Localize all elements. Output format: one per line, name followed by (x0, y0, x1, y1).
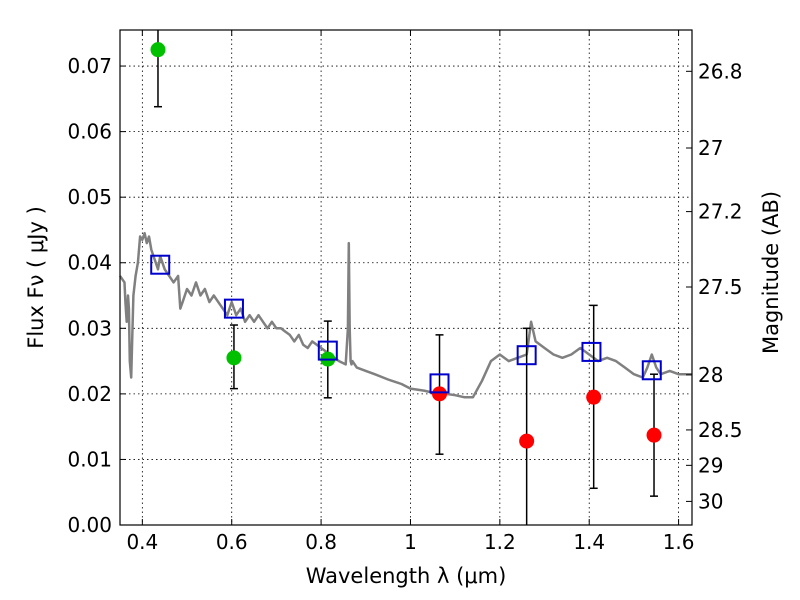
right-tick-label: 27.2 (698, 200, 743, 224)
data-point (432, 386, 448, 402)
right-tick-label: 26.8 (698, 59, 743, 83)
y-tick-label: 0.07 (67, 54, 112, 78)
data-point (586, 389, 602, 405)
x-tick-label: 1.6 (663, 530, 695, 554)
right-tick-label: 27.5 (698, 275, 743, 299)
y-tick-label: 0.04 (67, 251, 112, 275)
ticks-layer: 0.4 0.6 0.8 1 1.2 1.4 1.6 0.00 0.01 0.02 0.03 0.04 0… (67, 30, 743, 554)
model-point (581, 341, 602, 362)
model-point (223, 298, 244, 319)
right-tick-label: 30 (698, 489, 723, 513)
right-tick-label: 28 (698, 363, 723, 387)
errorbar-layer (153, 30, 659, 525)
data-point (226, 350, 242, 366)
points-layer (150, 42, 662, 449)
right-tick-label: 29 (698, 453, 723, 477)
y-tick-label: 0.01 (67, 447, 112, 471)
y-tick-label: 0.03 (67, 316, 112, 340)
x-tick-label: 1.2 (484, 530, 516, 554)
x-tick-label: 0.4 (126, 530, 158, 554)
data-point (150, 42, 166, 58)
model-point (317, 340, 338, 361)
x-tick-label: 1 (404, 530, 417, 554)
model-point (516, 345, 537, 366)
model-point (150, 254, 171, 275)
data-point (519, 433, 535, 449)
data-point (646, 427, 662, 443)
y-tick-label: 0.00 (67, 513, 112, 537)
grid (120, 30, 692, 526)
x-tick-label: 0.8 (305, 530, 337, 554)
right-tick-label: 28.5 (698, 418, 743, 442)
y-tick-label: 0.02 (67, 382, 112, 406)
y-tick-label: 0.06 (67, 120, 112, 144)
plot-frame (119, 29, 693, 526)
y-tick-label: 0.05 (67, 185, 112, 209)
model-point (429, 373, 450, 394)
y-axis-right-label: Magnitude (AB) (759, 191, 783, 354)
x-tick-label: 1.4 (573, 530, 605, 554)
x-axis-label: Wavelength λ (μm) (306, 564, 507, 588)
model-spectrum-layer (118, 231, 692, 399)
y-axis-label: Flux Fν ( μJy ) (24, 206, 48, 349)
x-tick-label: 0.6 (216, 530, 248, 554)
model-point (641, 360, 662, 381)
right-tick-label: 27 (698, 136, 723, 160)
model-spectrum-line (118, 231, 692, 399)
